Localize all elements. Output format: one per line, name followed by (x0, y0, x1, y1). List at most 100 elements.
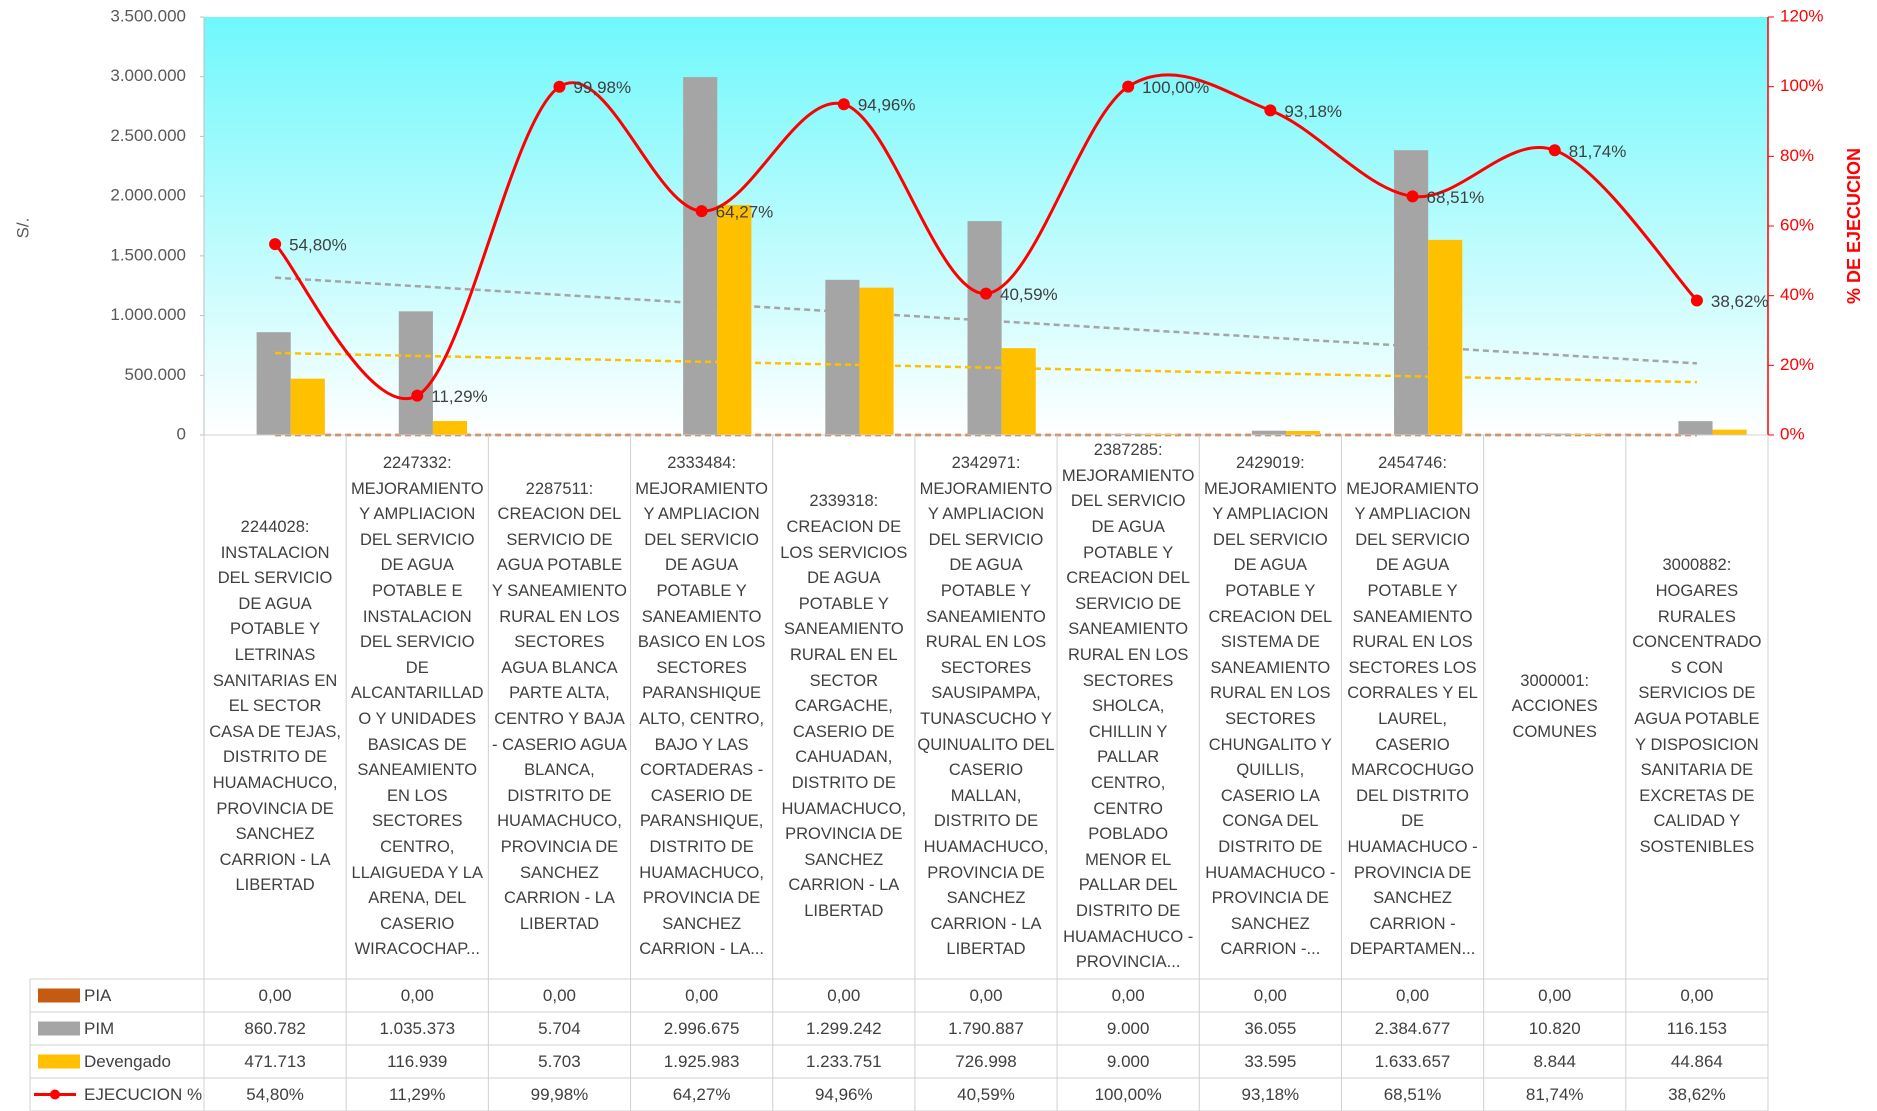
data-label: 93,18% (1284, 102, 1342, 121)
line-marker (980, 287, 992, 300)
table-cell: 54,80% (246, 1084, 304, 1104)
table-cell: 1.233.751 (805, 1051, 882, 1071)
table-cell: 38,62% (1668, 1084, 1726, 1104)
legend-label: PIA (84, 985, 112, 1005)
legend-key (38, 1054, 80, 1069)
y2-axis-title: % DE EJECUCION (1844, 148, 1864, 304)
table-cell: 2.996.675 (663, 1018, 740, 1038)
table-cell: 5.703 (538, 1051, 581, 1071)
table-cell: 94,96% (814, 1084, 873, 1104)
table-cell: 116.939 (387, 1051, 448, 1071)
data-label: 64,27% (716, 203, 774, 222)
bar (967, 221, 1002, 435)
category-label: 2429019: MEJORAMIENTO Y AMPLIACION DEL S… (1204, 454, 1337, 959)
line-marker (411, 389, 424, 402)
table-cell: 1.925.983 (663, 1051, 740, 1071)
category-label: 2287511: CREACION DEL SERVICIO DE AGUA P… (491, 479, 627, 933)
table-cell: 0,00 (1538, 985, 1572, 1005)
y-tick-label: 3.000.000 (110, 66, 186, 85)
y-tick-label: 1.500.000 (110, 245, 186, 264)
table-cell: 1.299.242 (805, 1018, 882, 1038)
category-label: 2454746: MEJORAMIENTO Y AMPLIACION DEL S… (1346, 454, 1479, 959)
legend-key (50, 1089, 60, 1100)
bar (859, 287, 894, 435)
table-cell: 1.790.887 (948, 1018, 1024, 1038)
table-cell: 10.820 (1528, 1018, 1581, 1038)
line-marker (1690, 294, 1703, 307)
table-cell: 0,00 (542, 985, 576, 1005)
table-cell: 0,00 (400, 985, 434, 1005)
table-cell: 99,98% (530, 1084, 589, 1104)
bar (1712, 429, 1747, 435)
table-cell: 9.000 (1106, 1051, 1150, 1071)
data-label: 40,59% (1000, 285, 1058, 304)
table-cell: 40,59% (957, 1084, 1015, 1104)
table-cell: 0,00 (1253, 985, 1287, 1005)
bar (1109, 433, 1144, 435)
y2-tick-label: 120% (1780, 6, 1823, 25)
line-marker (1548, 144, 1561, 157)
data-label: 81,74% (1569, 142, 1627, 161)
table-cell: 93,18% (1241, 1084, 1300, 1104)
table-cell: 100,00% (1094, 1084, 1162, 1104)
y-tick-label: 2.000.000 (110, 186, 186, 205)
table-cell: 81,74% (1525, 1084, 1584, 1104)
legend-key (38, 1021, 80, 1036)
category-label: 2333484: MEJORAMIENTO Y AMPLIACION DEL S… (635, 454, 768, 959)
y2-tick-label: 80% (1780, 146, 1814, 165)
bar (683, 77, 718, 435)
table-cell: 0,00 (1111, 985, 1145, 1005)
table-cell: 726.998 (955, 1051, 1017, 1071)
y2-tick-label: 0% (1780, 424, 1805, 443)
y-tick-label: 3.500.000 (110, 6, 186, 25)
line-marker (553, 80, 566, 93)
table-cell: 0,00 (1680, 985, 1714, 1005)
bar (398, 311, 433, 435)
category-label: 2339318: CREACION DE LOS SERVICIOS DE AG… (780, 492, 908, 920)
legend-label: EJECUCION % (84, 1084, 203, 1104)
table-cell: 5.704 (538, 1018, 581, 1038)
table-cell: 471.713 (244, 1051, 306, 1071)
line-marker (695, 205, 708, 218)
table-cell: 64,27% (672, 1084, 731, 1104)
line (273, 73, 1698, 401)
data-label: 99,98% (573, 78, 631, 97)
bar (290, 378, 325, 435)
table-cell: 2.384.677 (1374, 1018, 1451, 1038)
data-label: 68,51% (1427, 188, 1485, 207)
y-tick-label: 1.000.000 (110, 305, 186, 324)
bar (256, 332, 291, 435)
line-marker (837, 98, 850, 111)
bar (1143, 433, 1178, 435)
bar (717, 204, 752, 435)
data-label: 38,62% (1711, 292, 1769, 311)
y-tick-label: 500.000 (125, 365, 186, 384)
line-marker (1406, 190, 1419, 203)
category-label: 3000001: ACCIONES COMUNES (1511, 671, 1598, 741)
table-cell: 116.153 (1666, 1018, 1727, 1038)
y2-tick-label: 40% (1780, 285, 1814, 304)
data-label: 54,80% (289, 236, 347, 255)
table-cell: 11,29% (389, 1084, 446, 1104)
data-label: 94,96% (858, 96, 916, 115)
data-label: 11,29% (431, 387, 487, 406)
line-marker (1122, 80, 1135, 93)
table-cell: 36.055 (1244, 1018, 1297, 1038)
table-cell: 33.595 (1244, 1051, 1297, 1071)
data-label: 100,00% (1142, 78, 1209, 97)
table-cell: 44.864 (1670, 1051, 1723, 1071)
line-marker (1264, 104, 1277, 117)
bar (1001, 348, 1036, 435)
table-cell: 0,00 (1395, 985, 1430, 1005)
table-cell: 0,00 (258, 985, 292, 1005)
y2-tick-label: 100% (1780, 76, 1823, 95)
bar (1536, 433, 1571, 435)
trend-line (275, 351, 1697, 384)
legend-label: Devengado (84, 1051, 171, 1071)
y-tick-label: 0 (177, 424, 186, 443)
table-cell: 0,00 (685, 985, 719, 1005)
category-label: 2387285: MEJORAMIENTO DEL SERVICIO DE AG… (1061, 441, 1195, 972)
table-cell: 1.633.657 (1374, 1051, 1451, 1071)
